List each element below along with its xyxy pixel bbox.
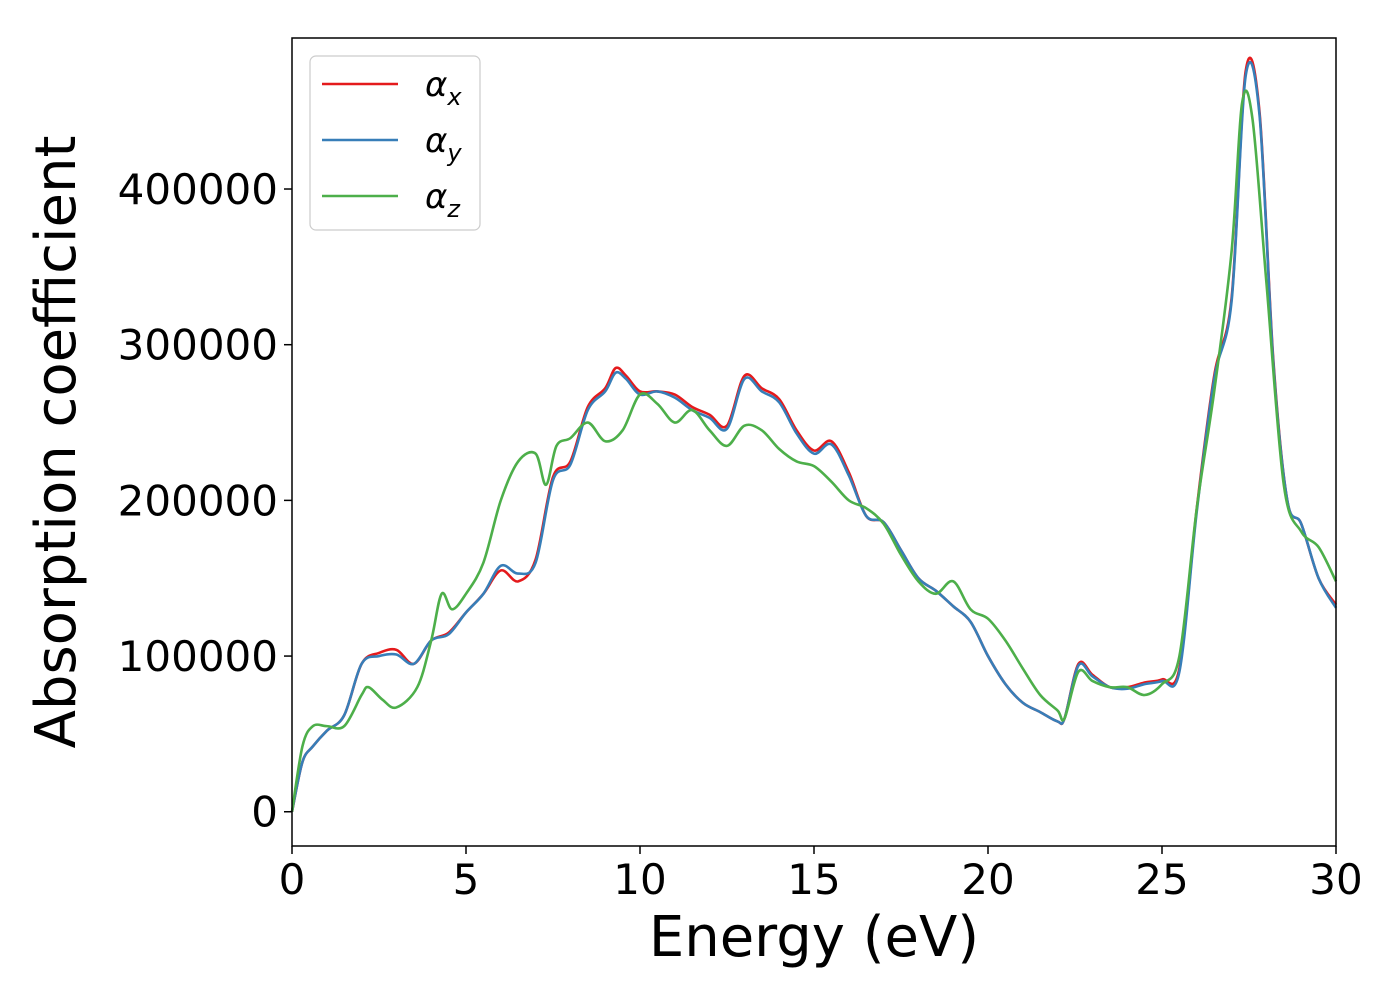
x-axis-title: Energy (eV) [649, 905, 979, 970]
y-axis-ticks: 0 100000 200000 300000 400000 [118, 165, 292, 837]
legend-box [309, 55, 481, 231]
y-axis-title: Absorption coefficient [24, 136, 89, 749]
y-tick-label: 200000 [118, 476, 278, 525]
legend-label-z: αz [425, 177, 461, 223]
x-tick-label: 30 [1309, 855, 1362, 904]
series-line-z [290, 89, 1338, 812]
y-tick-label: 100000 [118, 632, 278, 681]
x-tick-label: 25 [1135, 855, 1188, 904]
y-tick-label: 0 [251, 788, 278, 837]
x-tick-label: 5 [453, 855, 480, 904]
legend-label-x: αx [425, 65, 462, 111]
y-tick-label: 300000 [118, 321, 278, 370]
series-layer [290, 56, 1338, 813]
legend-label-y: αy [425, 121, 462, 167]
legend-entries: αx αy αz [322, 65, 462, 223]
x-tick-label: 20 [961, 855, 1014, 904]
x-tick-label: 0 [279, 855, 306, 904]
y-tick-label: 400000 [118, 165, 278, 214]
x-tick-label: 15 [787, 855, 840, 904]
x-tick-label: 10 [613, 855, 666, 904]
legend: αx αy αz [309, 55, 481, 231]
x-axis-ticks: 0 5 10 15 20 25 30 [279, 846, 1363, 904]
